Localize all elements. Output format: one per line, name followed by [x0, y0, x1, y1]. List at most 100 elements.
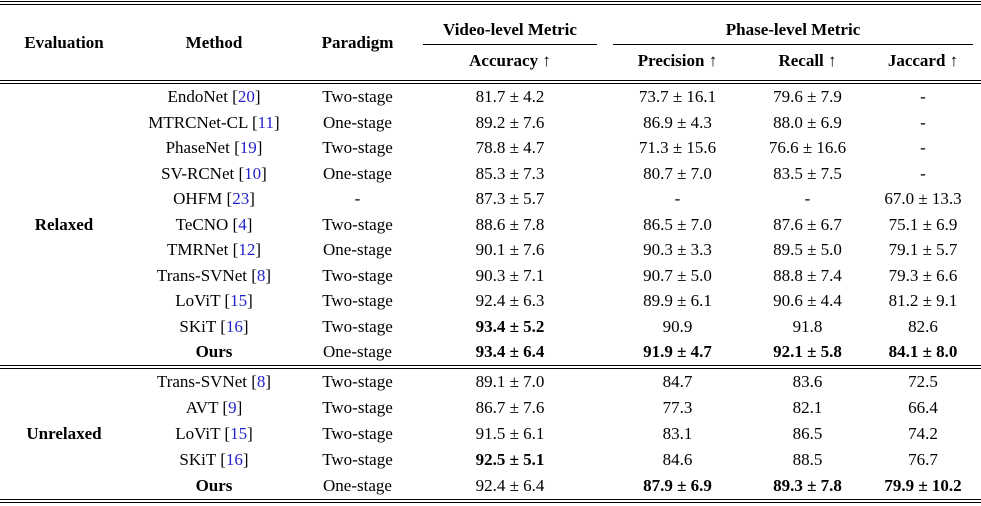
citation-link[interactable]: 23 [232, 189, 250, 208]
accuracy-value: 85.3 ± 7.3 [475, 163, 545, 183]
recall-value: 82.1 [792, 397, 823, 417]
accuracy-value: 81.7 ± 4.2 [475, 87, 545, 106]
accuracy-value: 88.6 ± 7.8 [475, 214, 545, 234]
jaccard-value: - [920, 87, 926, 106]
paradigm-cell: Two-stage [322, 371, 393, 391]
citation-link[interactable]: 10 [244, 163, 262, 183]
method-cell: AVT [9] [185, 397, 243, 417]
method-cell: Ours [195, 342, 233, 361]
citation-link[interactable]: 9 [228, 397, 237, 417]
accuracy-value: 86.7 ± 7.6 [475, 397, 545, 417]
jaccard-value: - [920, 163, 926, 183]
recall-value: 86.5 [792, 423, 823, 443]
method-cell: LoViT [15] [175, 423, 253, 443]
table-row: TMRNet [12] One-stage 90.1 ± 7.6 90.3 ± 3.3… [0, 237, 981, 263]
recall-value: 92.1 ± 5.8 [773, 342, 842, 361]
precision-value: 89.9 ± 6.1 [643, 291, 712, 310]
jaccard-value: 66.4 [908, 397, 938, 417]
precision-value: 80.7 ± 7.0 [643, 163, 712, 183]
paradigm-cell: One-stage [323, 240, 392, 259]
method-cell: Trans-SVNet [8] [156, 371, 272, 391]
citation-link[interactable]: 16 [225, 449, 243, 469]
paradigm-cell: Two-stage [322, 397, 393, 417]
table-row: Unrelaxed Trans-SVNet [8] Two-stage 89.1 ± … [0, 367, 981, 443]
table-row: SV-RCNet [10] One-stage 85.3 ± 7.3 80.7 ± 7… [0, 161, 981, 187]
table-header: Evaluation Method Paradigm Video-level M… [0, 3, 981, 82]
evaluation-label: Unrelaxed [26, 423, 102, 443]
method-cell: TeCNO [4] [175, 214, 253, 234]
section-relaxed: Relaxed EndoNet [20] Two-stage 81.7 ± 4.2 73… [0, 82, 981, 367]
col-header-recall: Recall ↑ [778, 51, 837, 70]
table-row: MTRCNet-CL [11] One-stage 89.2 ± 7.6 86.9 ±… [0, 110, 981, 136]
accuracy-value: 89.1 ± 7.0 [475, 371, 545, 391]
citation-link[interactable]: 11 [257, 112, 275, 132]
method-cell: LoViT [15] [175, 291, 253, 310]
citation-link[interactable]: 4 [238, 214, 247, 234]
accuracy-value: 78.8 ± 4.7 [475, 138, 545, 157]
recall-value: 88.0 ± 6.9 [773, 112, 842, 132]
accuracy-value: 87.3 ± 5.7 [475, 189, 545, 208]
citation-link[interactable]: 16 [225, 316, 243, 336]
citation-link[interactable]: 12 [238, 240, 256, 259]
method-cell: SKiT [16] [179, 449, 249, 469]
citation-link[interactable]: 15 [230, 291, 248, 310]
citation-link[interactable]: 8 [256, 371, 266, 391]
method-cell: PhaseNet [19] [165, 138, 263, 157]
citation-link[interactable]: 20 [237, 87, 255, 106]
col-header-paradigm: Paradigm [321, 32, 394, 52]
phase-level-group-label: Phase-level Metric [613, 20, 973, 45]
table-row: Ours One-stage 93.4 ± 6.4 91.9 ± 4.7 92.1 ± … [0, 339, 981, 367]
jaccard-value: 79.3 ± 6.6 [888, 265, 958, 285]
col-header-method: Method [185, 32, 243, 52]
recall-value: 83.5 ± 7.5 [773, 163, 842, 183]
recall-value: 89.5 ± 5.0 [773, 240, 842, 259]
paradigm-cell: One-stage [323, 342, 392, 361]
table-row: LoViT [15] Two-stage 92.4 ± 6.3 89.9 ± 6.1 9… [0, 288, 981, 314]
accuracy-value: 91.5 ± 6.1 [475, 423, 545, 443]
col-group-video-level: Video-level Metric [415, 3, 605, 45]
jaccard-value: 72.5 [908, 371, 938, 391]
citation-link[interactable]: 19 [239, 138, 257, 157]
table-row: Ours One-stage 92.4 ± 6.4 87.9 ± 6.9 89.3 ± … [0, 473, 981, 501]
method-cell: SKiT [16] [179, 316, 249, 336]
paradigm-cell: One-stage [323, 112, 392, 132]
paradigm-cell: Two-stage [322, 316, 393, 336]
accuracy-value: 89.2 ± 7.6 [475, 112, 545, 132]
jaccard-value: 79.9 ± 10.2 [884, 475, 962, 495]
precision-value: 84.6 [662, 449, 693, 469]
col-header-precision: Precision ↑ [637, 51, 718, 70]
recall-value: 90.6 ± 4.4 [773, 291, 842, 310]
precision-value: 77.3 [662, 397, 693, 417]
jaccard-value: 67.0 ± 13.3 [884, 189, 962, 208]
accuracy-value: 90.3 ± 7.1 [475, 265, 545, 285]
jaccard-value: 82.6 [908, 316, 938, 336]
precision-value: 84.7 [662, 371, 693, 391]
precision-value: 90.3 ± 3.3 [643, 240, 712, 259]
citation-link[interactable]: 15 [230, 423, 248, 443]
col-header-evaluation: Evaluation [24, 32, 104, 52]
recall-value: 76.6 ± 16.6 [768, 138, 847, 157]
method-cell: TMRNet [12] [167, 240, 261, 259]
paradigm-cell: Two-stage [322, 423, 393, 443]
accuracy-value: 92.5 ± 5.1 [475, 449, 545, 469]
paradigm-cell: Two-stage [322, 214, 393, 234]
col-header-accuracy: Accuracy ↑ [469, 51, 551, 70]
col-header-jaccard: Jaccard ↑ [887, 51, 959, 70]
citation-link[interactable]: 8 [256, 265, 266, 285]
table-row: Trans-SVNet [8] Two-stage 90.3 ± 7.1 90.7 ±… [0, 263, 981, 289]
method-cell: OHFM [23] [173, 189, 255, 208]
recall-value: 91.8 [792, 316, 823, 336]
table-row: AVT [9] Two-stage 86.7 ± 7.6 77.3 82.1 66.4 [0, 395, 981, 421]
recall-value: 87.6 ± 6.7 [773, 214, 842, 234]
evaluation-label: Relaxed [34, 214, 94, 234]
method-cell: Ours [195, 475, 233, 495]
col-group-phase-level: Phase-level Metric [605, 3, 981, 45]
jaccard-value: 74.2 [908, 423, 938, 443]
jaccard-value: 75.1 ± 6.9 [888, 214, 958, 234]
paradigm-cell: Two-stage [322, 87, 393, 106]
method-cell: EndoNet [20] [167, 87, 261, 106]
jaccard-value: 81.2 ± 9.1 [888, 291, 958, 310]
section-unrelaxed: Unrelaxed Trans-SVNet [8] Two-stage 89.1 ± … [0, 367, 981, 501]
